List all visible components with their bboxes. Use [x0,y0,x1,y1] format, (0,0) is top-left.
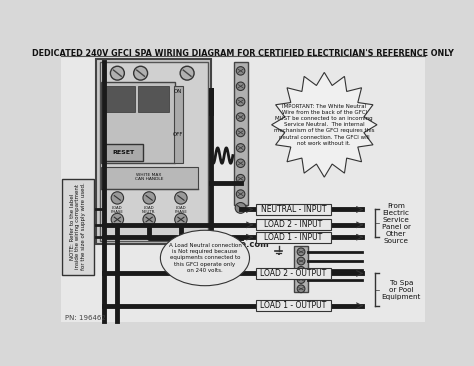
Text: LOAD 2 - INPUT: LOAD 2 - INPUT [264,220,322,229]
Circle shape [297,266,305,274]
Bar [294,246,308,292]
Circle shape [237,97,245,106]
Bar [104,144,143,161]
Circle shape [237,67,245,75]
Bar [100,62,208,241]
Bar [101,167,198,189]
Text: PN: 196462: PN: 196462 [65,315,106,321]
Bar [96,59,211,244]
Circle shape [237,82,245,90]
Circle shape [237,175,245,183]
Text: DEDICATED 240V GFCI SPA WIRING DIAGRAM FOR CERTIFIED ELECTRICIAN'S REFERENCE ONL: DEDICATED 240V GFCI SPA WIRING DIAGRAM F… [32,49,454,58]
Text: From
Electric
Service
Panel or
Other
Source: From Electric Service Panel or Other Sou… [382,203,410,244]
Bar [234,62,247,205]
Circle shape [175,192,187,204]
Circle shape [143,192,155,204]
Circle shape [237,128,245,137]
Circle shape [110,66,124,80]
Text: GROUND: GROUND [259,237,293,246]
Circle shape [237,159,245,168]
Text: RESET: RESET [112,150,135,155]
Text: ON: ON [173,89,182,94]
Text: OFF: OFF [173,132,183,138]
Circle shape [180,66,194,80]
Text: WHITE MAX
CAN HANDLE: WHITE MAX CAN HANDLE [135,173,164,182]
Bar [138,86,169,112]
Text: To Spa
or Pool
Equipment: To Spa or Pool Equipment [382,280,421,299]
Circle shape [297,248,305,256]
Text: IMPORTANT: The White Neutral
Wire from the back of the GFCI
MUST be connected to: IMPORTANT: The White Neutral Wire from t… [274,104,374,146]
Text: www.spacare.com: www.spacare.com [183,240,269,249]
Text: LOAD 1 - OUTPUT: LOAD 1 - OUTPUT [260,301,327,310]
Bar [62,179,94,275]
Bar [101,82,175,163]
Text: LOAD 1 - INPUT: LOAD 1 - INPUT [264,233,322,242]
Circle shape [111,213,124,226]
Circle shape [237,143,245,152]
Text: LOAD
PHASE: LOAD PHASE [174,206,187,214]
FancyBboxPatch shape [256,220,330,230]
Circle shape [175,213,187,226]
FancyBboxPatch shape [256,300,330,311]
Text: LOAD 2 - OUTPUT: LOAD 2 - OUTPUT [260,269,327,278]
Circle shape [235,202,246,213]
Circle shape [297,276,305,283]
Text: LOAD
NEUTR.: LOAD NEUTR. [142,206,156,214]
FancyBboxPatch shape [256,204,330,215]
Circle shape [111,192,124,204]
FancyBboxPatch shape [256,232,330,243]
Circle shape [237,190,245,198]
Bar [104,86,135,112]
Text: A Load Neutral connection
is Not required because
equipments connected to
this G: A Load Neutral connection is Not require… [169,243,241,273]
Ellipse shape [160,230,249,286]
Circle shape [297,285,305,293]
Circle shape [143,213,155,226]
Text: NEUTRAL - INPUT: NEUTRAL - INPUT [261,205,326,214]
Circle shape [297,257,305,265]
Bar [174,86,183,163]
FancyBboxPatch shape [256,268,330,279]
Polygon shape [272,72,377,177]
Circle shape [134,66,147,80]
Circle shape [237,113,245,121]
Text: LOAD
PHASE: LOAD PHASE [111,206,124,214]
Text: NOTE: Refer to the label
inside the wiring compartment
for the size of supply wi: NOTE: Refer to the label inside the wiri… [70,183,86,270]
